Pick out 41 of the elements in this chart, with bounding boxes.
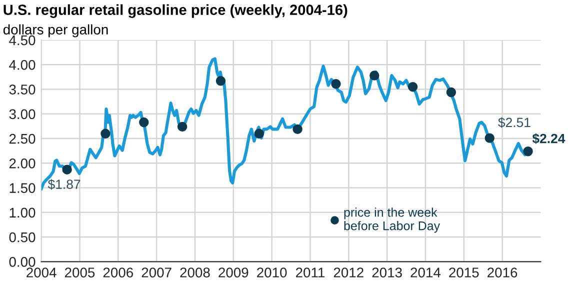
- point: [446, 87, 456, 98]
- x-tick-label: 2010: [257, 268, 287, 278]
- point: [370, 70, 380, 80]
- y-tick-label: 1.50: [10, 183, 36, 193]
- point: [331, 79, 341, 89]
- x-tick-label: 2008: [180, 268, 210, 278]
- chart-title: U.S. regular retail gasoline price (weekly, 2004-16): [4, 4, 348, 18]
- point: [216, 76, 226, 86]
- x-tick-label: 2011: [296, 268, 324, 278]
- data-label: $2.51: [498, 117, 530, 128]
- y-tick-label: 3.00: [9, 109, 36, 120]
- x-tick-label: 2006: [103, 268, 133, 278]
- y-tick-label: 4.50: [9, 35, 36, 46]
- point: [254, 128, 264, 138]
- y-tick-label: 2.50: [9, 134, 36, 144]
- x-tick-label: 2012: [334, 268, 364, 278]
- point: [62, 164, 72, 174]
- x-tick-label: 2013: [372, 268, 402, 278]
- y-tick-label: 0.50: [9, 232, 36, 242]
- x-tick-label: 2014: [410, 268, 441, 278]
- x-tick-label: 2007: [142, 268, 172, 278]
- point: [408, 82, 418, 92]
- data-label: $1.87: [48, 179, 80, 190]
- y-tick-label: 0.00: [9, 257, 36, 267]
- point: [139, 117, 149, 128]
- point: [523, 146, 533, 156]
- x-tick-label: 2016: [488, 268, 518, 278]
- legend-label: price in the week before Labor Day: [344, 208, 440, 233]
- point: [100, 128, 110, 138]
- x-tick-label: 2005: [64, 268, 95, 278]
- y-tick-label: 1.00: [10, 208, 36, 218]
- point: [292, 124, 302, 134]
- x-tick-label: 2015: [449, 268, 479, 278]
- y-tick-label: 4.00: [9, 60, 36, 70]
- point: [177, 122, 188, 132]
- data-label: $2.24: [532, 133, 566, 144]
- y-tick-label: 2.00: [9, 158, 36, 168]
- x-tick-label: 2004: [26, 268, 56, 278]
- point: [484, 133, 494, 143]
- y-tick-label: 3.50: [9, 84, 36, 94]
- x-tick-label: 2009: [218, 268, 248, 278]
